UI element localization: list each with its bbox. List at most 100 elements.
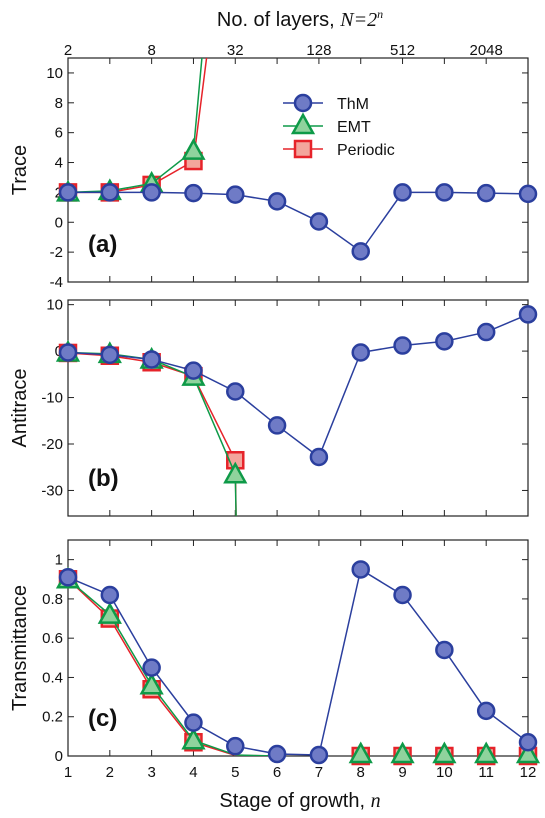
data-point bbox=[58, 183, 78, 202]
top-tick-label: 2 bbox=[64, 42, 72, 59]
y-tick-label: -20 bbox=[41, 436, 63, 453]
x-tick-label: 7 bbox=[315, 764, 323, 781]
series-markers bbox=[58, 183, 538, 261]
series-thm bbox=[68, 191, 528, 253]
top-tick-label: 8 bbox=[147, 42, 155, 59]
y-axis-label: Antitrace bbox=[9, 369, 31, 448]
data-point bbox=[100, 183, 120, 202]
y-tick-label: -4 bbox=[50, 274, 63, 291]
series-markers bbox=[58, 560, 538, 765]
series-markers bbox=[55, 566, 541, 764]
data-point bbox=[58, 568, 78, 587]
legend-thm-label: ThM bbox=[337, 96, 369, 113]
panel-label: (c) bbox=[88, 705, 117, 732]
plot-frame bbox=[67, 299, 529, 517]
legend-periodic-label: Periodic bbox=[337, 142, 395, 159]
legend-emt-marker bbox=[290, 112, 316, 135]
data-point bbox=[348, 741, 373, 764]
data-point bbox=[476, 701, 496, 721]
series-line bbox=[68, 191, 528, 253]
data-point bbox=[97, 602, 122, 624]
top-tick-label: 128 bbox=[306, 42, 331, 59]
data-point bbox=[267, 416, 287, 435]
series-periodic bbox=[68, 352, 237, 516]
x-tick-label: 2 bbox=[106, 764, 114, 781]
series-markers bbox=[58, 305, 538, 467]
x-tick-label: 10 bbox=[436, 764, 453, 781]
x-tick-label: 9 bbox=[398, 764, 406, 781]
data-point bbox=[100, 345, 120, 365]
y-tick-label: 8 bbox=[55, 95, 63, 112]
x-tick-label: 11 bbox=[478, 764, 494, 781]
x-tick-label: 1 bbox=[64, 764, 72, 781]
data-point bbox=[226, 736, 245, 756]
data-point bbox=[309, 212, 329, 231]
y-tick-label: -10 bbox=[41, 390, 63, 407]
data-point bbox=[223, 461, 248, 484]
data-point bbox=[351, 242, 370, 261]
data-point bbox=[518, 184, 538, 204]
y-tick-label: 1 bbox=[55, 552, 63, 569]
y-axis-label: Trace bbox=[9, 145, 31, 195]
data-point bbox=[474, 741, 499, 764]
data-point bbox=[351, 343, 370, 362]
data-point bbox=[518, 305, 538, 324]
data-point bbox=[476, 322, 496, 342]
series-thm bbox=[68, 313, 528, 459]
top-tick-label: 2048 bbox=[469, 42, 502, 59]
legend-periodic-marker bbox=[293, 139, 313, 159]
series-markers bbox=[58, 570, 538, 766]
top-tick-label: 512 bbox=[390, 42, 415, 59]
x-tick-label: 8 bbox=[357, 764, 365, 781]
data-point bbox=[184, 713, 203, 732]
data-point bbox=[100, 585, 120, 605]
data-point bbox=[184, 361, 203, 380]
y-tick-label: 10 bbox=[46, 297, 63, 314]
series-line bbox=[68, 313, 528, 459]
data-point bbox=[184, 183, 203, 203]
x-axis-title-var: n bbox=[371, 790, 381, 812]
data-point bbox=[139, 672, 164, 695]
series-emt bbox=[68, 351, 237, 516]
data-point bbox=[393, 183, 412, 202]
data-point bbox=[309, 447, 329, 467]
y-axis-label: Transmittance bbox=[9, 585, 31, 711]
data-point bbox=[267, 744, 287, 764]
y-tick-label: 10 bbox=[46, 65, 63, 82]
panel-c: 0 0.2 0.4 0.6 0.8 1 Transmittance (c) bbox=[9, 539, 541, 766]
x-tick-label: 3 bbox=[147, 764, 155, 781]
y-tick-label: 0.6 bbox=[42, 630, 63, 647]
data-point bbox=[393, 585, 412, 605]
data-point bbox=[58, 343, 78, 362]
series-line bbox=[68, 351, 237, 516]
top-axis-title-math: N=2 bbox=[339, 9, 377, 31]
data-point bbox=[432, 741, 457, 764]
panel-label: (a) bbox=[88, 231, 117, 258]
data-point bbox=[435, 183, 454, 202]
data-point bbox=[515, 741, 541, 764]
data-point bbox=[309, 745, 329, 765]
x-axis-title-prefix: Stage of growth, bbox=[219, 790, 370, 812]
top-axis-title-sup: n bbox=[377, 7, 383, 21]
data-point bbox=[518, 733, 538, 752]
x-axis: 1 2 3 4 5 6 7 8 9 10 11 12 bbox=[64, 764, 537, 781]
data-point bbox=[181, 138, 206, 160]
x-tick-label: 12 bbox=[520, 764, 537, 781]
top-tick-label: 32 bbox=[227, 42, 244, 59]
panel-a: -4-20246810Trace(a) bbox=[9, 57, 538, 291]
plot-frame bbox=[67, 57, 529, 283]
data-point bbox=[226, 382, 245, 401]
series-thm bbox=[68, 568, 528, 756]
top-axis-title: No. of layers, N=2n bbox=[217, 7, 383, 31]
top-axis-title-prefix: No. of layers, bbox=[217, 9, 340, 31]
x-tick-label: 5 bbox=[231, 764, 239, 781]
legend-thm-marker bbox=[293, 93, 313, 113]
data-point bbox=[351, 560, 370, 579]
panel-label: (b) bbox=[88, 465, 119, 492]
series-line bbox=[68, 568, 528, 756]
x-axis-title: Stage of growth, n bbox=[219, 790, 380, 812]
series-line bbox=[68, 352, 237, 516]
y-tick-label: 6 bbox=[55, 125, 63, 142]
series-line bbox=[68, 578, 278, 756]
